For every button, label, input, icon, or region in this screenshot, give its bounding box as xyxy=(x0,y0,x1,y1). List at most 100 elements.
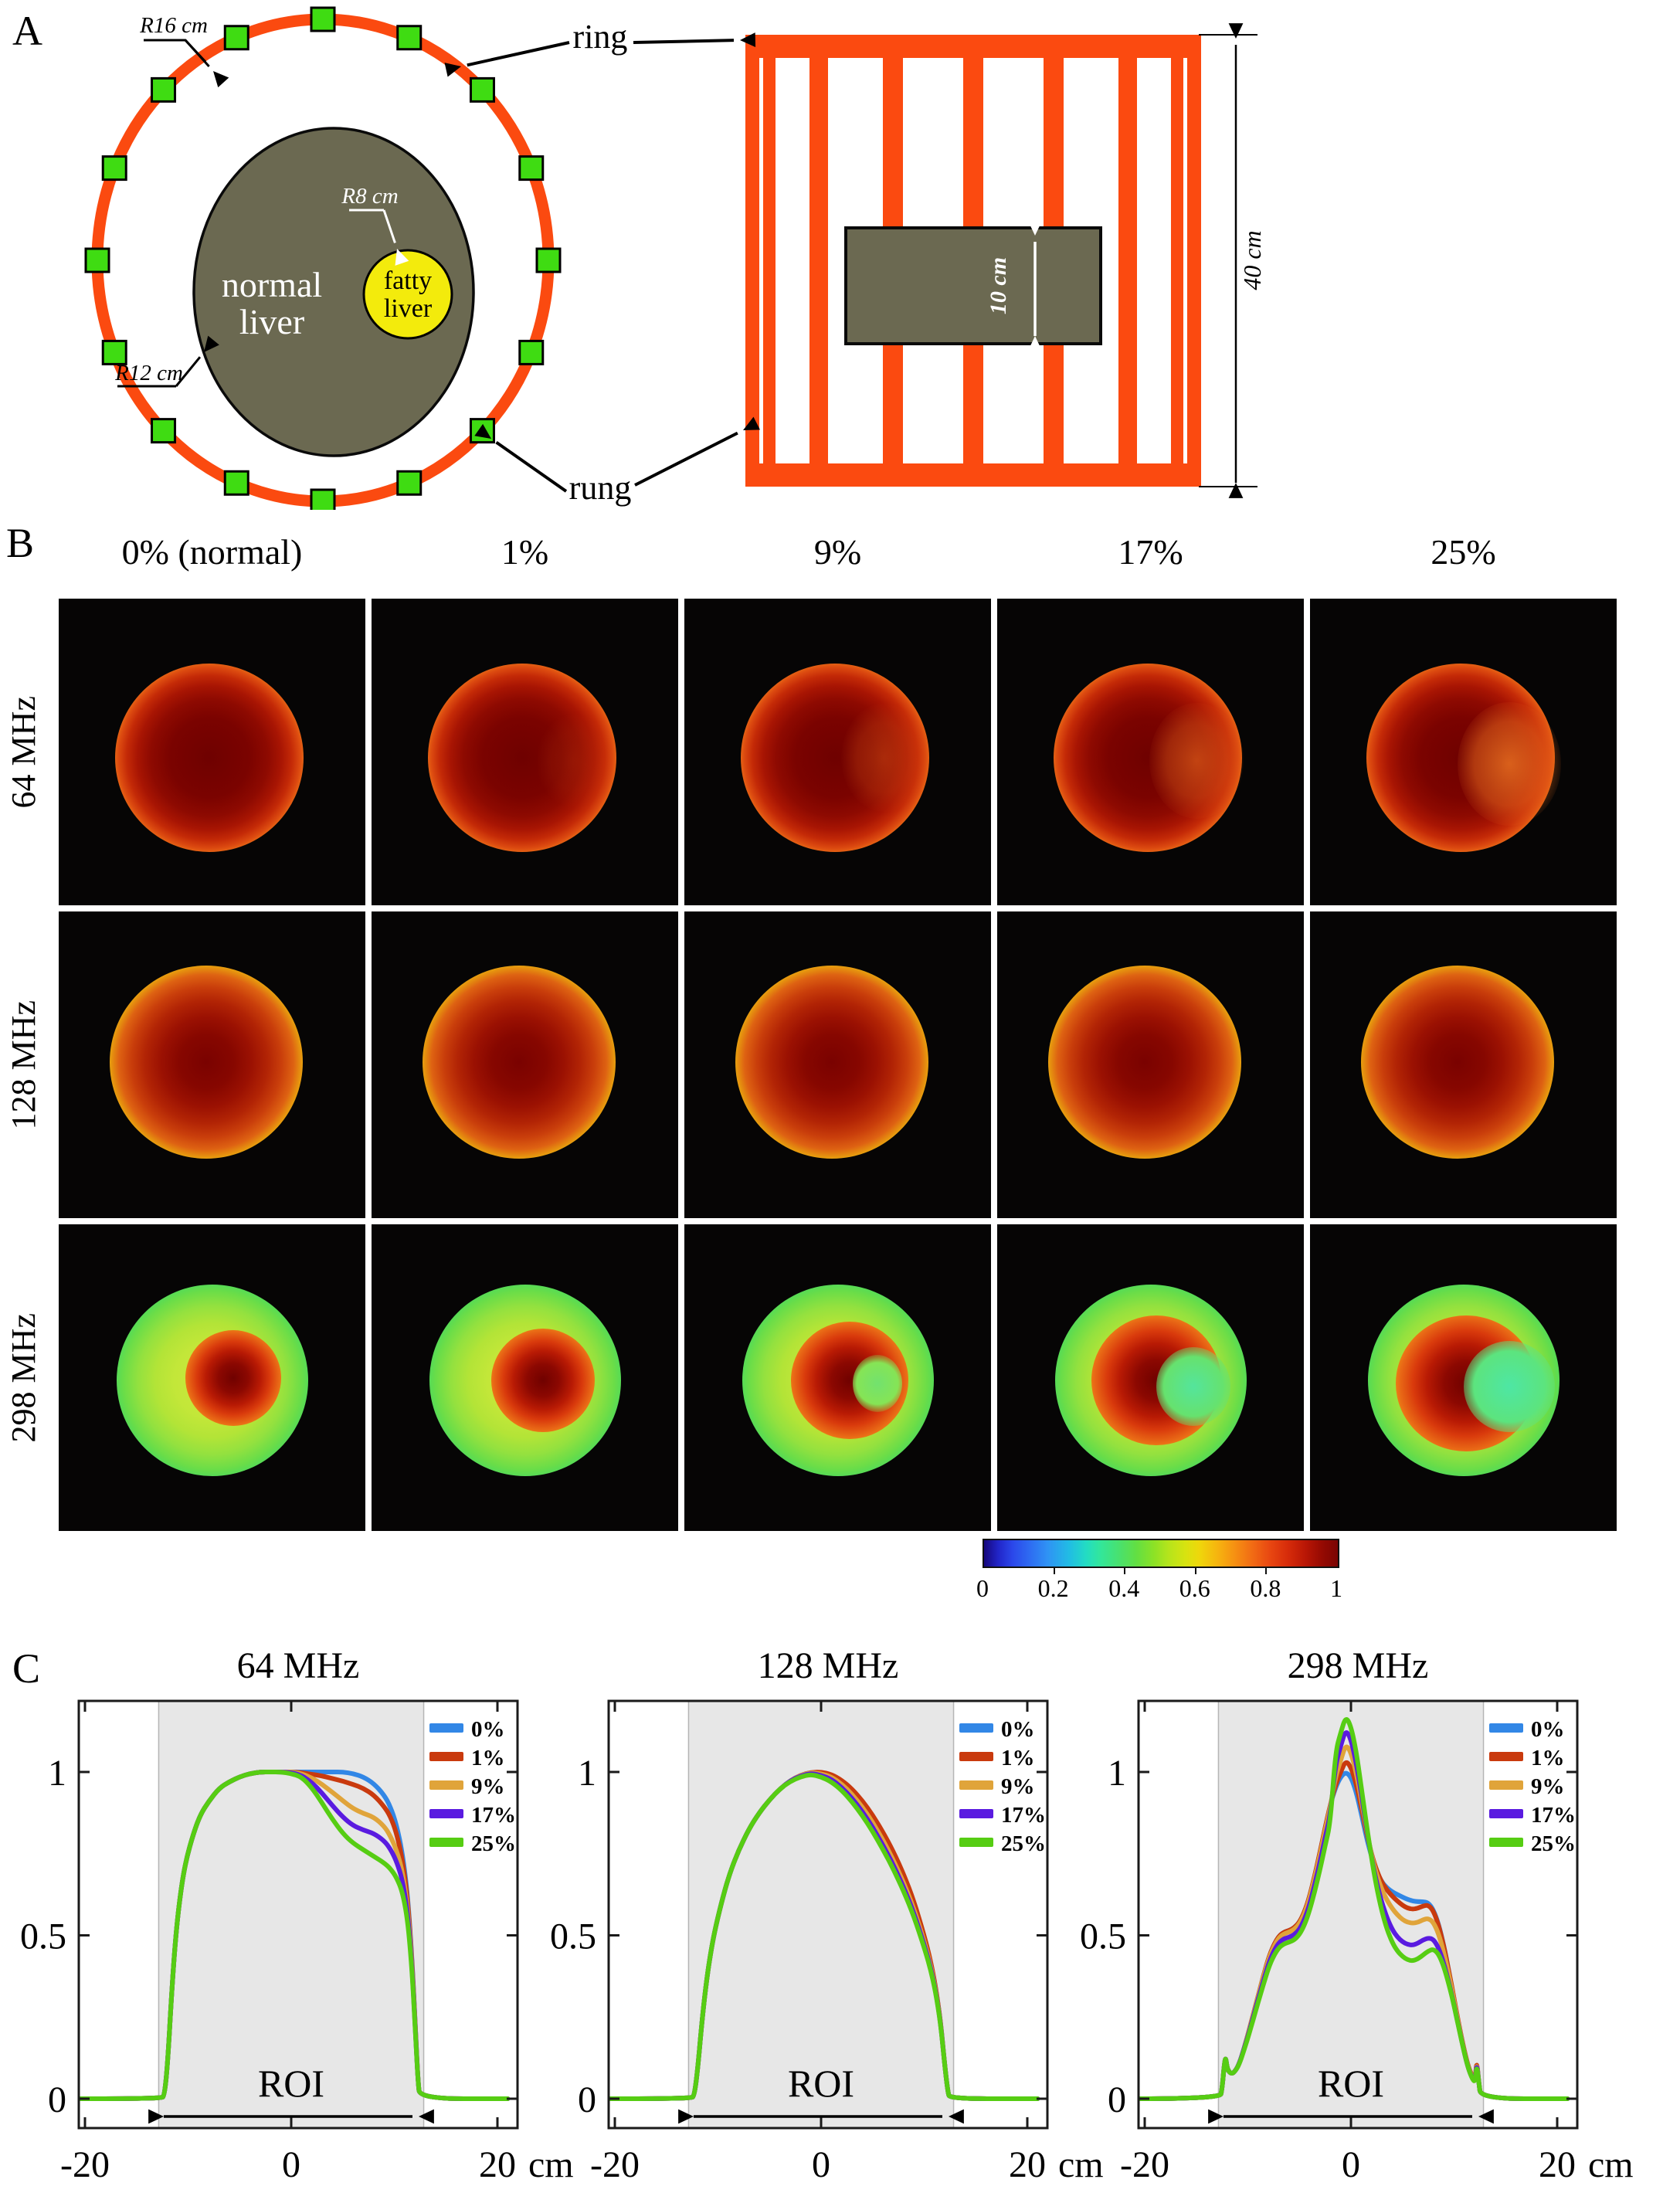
colorbar-tick-label: 0.2 xyxy=(1037,1574,1069,1602)
crescent-bite xyxy=(1156,1347,1231,1427)
x-unit-label: cm xyxy=(1588,2144,1634,2185)
arrowhead xyxy=(213,71,229,88)
arrow-line xyxy=(175,356,202,387)
rung-square xyxy=(223,25,249,51)
row-label-text: 298 MHz xyxy=(4,1312,42,1443)
fat-notch-overlay xyxy=(1149,703,1244,820)
legend-label-1%: 1% xyxy=(471,1746,505,1770)
y-tick-label: 0.5 xyxy=(1080,1916,1126,1957)
series-25% xyxy=(78,1770,511,2101)
panel-a-label: A xyxy=(12,8,42,54)
legend-swatch-25% xyxy=(429,1838,463,1847)
legend-label-9%: 9% xyxy=(1531,1774,1565,1799)
y-tick-label: 0 xyxy=(1108,2079,1126,2120)
arrowhead xyxy=(419,2109,434,2124)
col-header-25-: 25% xyxy=(1431,532,1496,572)
r12-label: R12 cm xyxy=(114,361,183,385)
series-25% xyxy=(608,1772,1040,2101)
rung-square xyxy=(223,470,249,496)
legend-swatch-25% xyxy=(959,1838,993,1847)
arrowhead xyxy=(1478,2109,1494,2124)
row-label-text: 64 MHz xyxy=(4,695,42,809)
y-tick-label: 0 xyxy=(48,2079,66,2120)
legend-swatch-1% xyxy=(429,1752,463,1761)
profile-plot-298-mhz: 298 MHz 0 0.5 1 -20 0 20 cm ROI 0% 1% 9% 17% 25% xyxy=(1080,1645,1634,2185)
legend-swatch-17% xyxy=(959,1809,993,1818)
row-label-298-mhz: 298 MHz xyxy=(2,1224,45,1531)
arrowhead xyxy=(474,423,491,439)
x-tick-label: -20 xyxy=(590,2144,640,2185)
x-tick-label: 20 xyxy=(1009,2144,1046,2185)
rung-square xyxy=(151,76,177,103)
rung-square xyxy=(310,6,336,32)
b1-map-298MHz-25% xyxy=(1310,1224,1617,1531)
plot-title: 128 MHz xyxy=(758,1645,899,1686)
fat-notch-overlay xyxy=(841,704,927,813)
legend-swatch-25% xyxy=(1489,1838,1523,1847)
col-header-9-: 9% xyxy=(813,532,862,572)
col-header-0-normal-: 0% (normal) xyxy=(121,532,303,572)
legend-swatch-17% xyxy=(429,1809,463,1818)
colorbar-tick-label: 0.4 xyxy=(1108,1574,1140,1602)
field-map-blob xyxy=(1047,965,1241,1159)
b1-map-298MHz-17% xyxy=(997,1224,1304,1531)
phantom-height-label: 10 cm xyxy=(986,257,1011,314)
b1-map-128MHz-9% xyxy=(684,911,991,1218)
arrowhead xyxy=(1228,23,1244,39)
arrowhead xyxy=(1228,483,1244,498)
roi-label: ROI xyxy=(258,2062,324,2105)
legend-label-25%: 25% xyxy=(1531,1831,1576,1856)
arrowhead xyxy=(148,2109,164,2124)
axes-box xyxy=(607,1699,1049,2130)
legend-label-17%: 17% xyxy=(1001,1803,1046,1828)
b1-map-64MHz-0% xyxy=(59,599,365,905)
colorbar-tick-label: 0.8 xyxy=(1250,1574,1281,1602)
central-hotspot xyxy=(491,1329,596,1433)
r8-label: R8 cm xyxy=(341,184,398,209)
fat-notch-overlay xyxy=(537,715,612,808)
rung-label: rung xyxy=(569,469,632,507)
col-header-1-: 1% xyxy=(501,532,549,572)
b1-map-64MHz-1% xyxy=(372,599,678,905)
arrow-line xyxy=(495,440,568,493)
field-map-blob xyxy=(1360,965,1554,1159)
b1-map-64MHz-17% xyxy=(997,599,1304,905)
x-tick-label: 20 xyxy=(1539,2144,1576,2185)
profile-plot-128-mhz: 128 MHz 0 0.5 1 -20 0 20 cm ROI 0% 1% 9% 17% 25% xyxy=(550,1645,1104,2185)
profile-plot-64-mhz: 64 MHz 0 0.5 1 -20 0 20 cm ROI 0% 1% 9% 17% 25% xyxy=(20,1645,574,2185)
fatty-liver-label: fatty xyxy=(384,266,432,295)
field-map-blob xyxy=(114,664,304,853)
arrowhead xyxy=(678,2109,694,2124)
y-tick-label: 0.5 xyxy=(20,1916,66,1957)
rung-square xyxy=(151,418,177,444)
arrowhead xyxy=(1208,2109,1224,2124)
legend-label-1%: 1% xyxy=(1531,1746,1565,1770)
colorbar xyxy=(983,1539,1339,1568)
panel-b-label: B xyxy=(6,520,35,566)
legend-swatch-0% xyxy=(1489,1723,1523,1733)
b1-map-298MHz-1% xyxy=(372,1224,678,1531)
panel-b-field-maps: B 0% (normal) 1% 9% 17% 25% 64 MHz 128 MHz 298 … xyxy=(0,510,1680,1638)
x-tick-label: 0 xyxy=(812,2144,830,2185)
row-label-64-mhz: 64 MHz xyxy=(2,599,45,905)
annotation-arrows xyxy=(117,23,1244,498)
rung-square xyxy=(396,25,423,51)
legend-label-17%: 17% xyxy=(471,1803,516,1828)
arrowhead xyxy=(395,249,409,266)
coil-rung-bar xyxy=(1171,35,1183,487)
field-map-blob xyxy=(735,965,928,1159)
legend-label-25%: 25% xyxy=(471,1831,516,1856)
arrow-line xyxy=(184,39,210,68)
y-tick-label: 1 xyxy=(48,1753,66,1794)
legend-swatch-1% xyxy=(959,1752,993,1761)
row-label-128-mhz: 128 MHz xyxy=(2,911,45,1218)
arrowhead xyxy=(949,2109,964,2124)
legend-swatch-17% xyxy=(1489,1809,1523,1818)
legend-label-1%: 1% xyxy=(1001,1746,1035,1770)
r16-label: R16 cm xyxy=(139,13,208,38)
x-tick-label: 20 xyxy=(479,2144,516,2185)
y-tick-label: 0.5 xyxy=(550,1916,596,1957)
